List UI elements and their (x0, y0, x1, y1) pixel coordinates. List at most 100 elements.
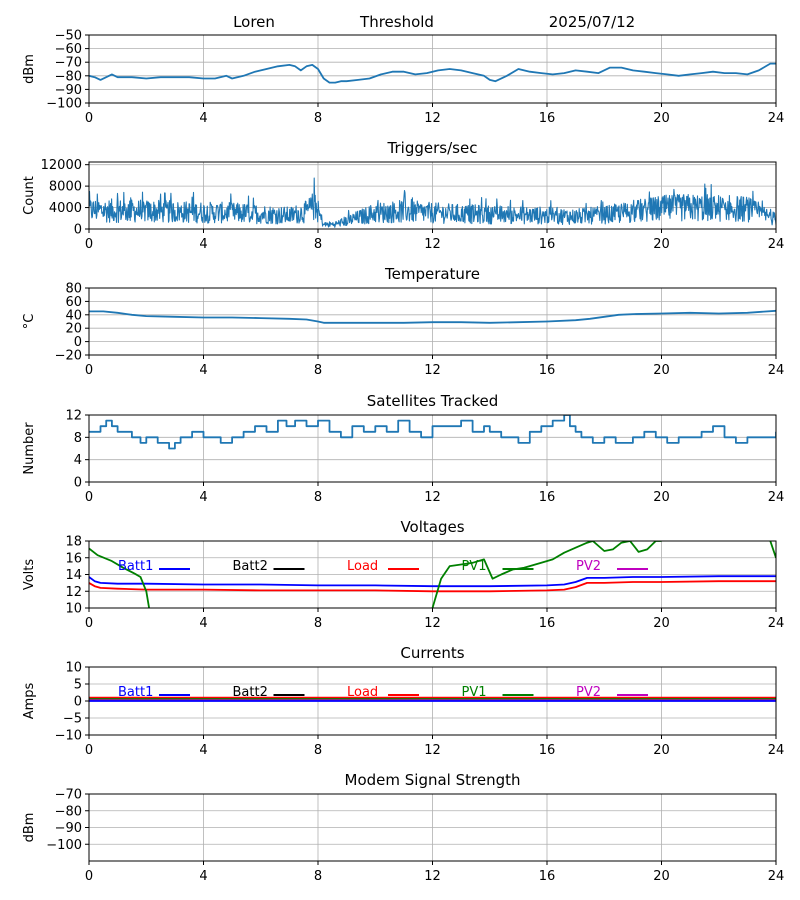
y-tick-label: −90 (55, 821, 82, 836)
x-tick-label: 12 (424, 363, 441, 378)
series-line-1 (89, 177, 776, 228)
y-tick-label: 12 (65, 409, 82, 424)
y-axis-label: dBm (22, 813, 37, 843)
y-tick-label: 10 (65, 602, 82, 617)
series-group (89, 309, 776, 324)
legend-label-pv2: PV2 (576, 685, 601, 700)
y-tick-label: 80 (65, 282, 82, 297)
x-tick-label: 16 (539, 111, 556, 126)
x-tick-label: 0 (85, 111, 93, 126)
panel-title: Modem Signal Strength (345, 771, 521, 789)
x-tick-label: 24 (768, 743, 785, 758)
y-tick-label: 16 (65, 551, 82, 566)
y-tick-label: −50 (55, 29, 82, 44)
y-tick-label: 8000 (49, 180, 82, 195)
x-tick-label: 24 (768, 490, 785, 505)
series-group (89, 415, 776, 450)
y-tick-label: 18 (65, 535, 82, 550)
x-tick-label: 8 (314, 616, 322, 631)
legend-label-batt2: Batt2 (233, 685, 268, 700)
y-tick-label: −100 (46, 97, 82, 112)
x-tick-label: 24 (768, 616, 785, 631)
y-tick-label: 4000 (49, 201, 82, 216)
series-group (89, 541, 776, 608)
y-tick-label: 40 (65, 308, 82, 323)
series-group (89, 177, 776, 228)
y-axis-label: Number (22, 422, 37, 475)
series-line-1 (89, 309, 776, 324)
y-tick-label: 10 (65, 661, 82, 676)
x-tick-label: 8 (314, 111, 322, 126)
header-label: Threshold (359, 13, 434, 31)
y-axis-label: Amps (22, 682, 37, 719)
y-tick-label: 12000 (41, 158, 82, 173)
y-tick-label: −80 (55, 69, 82, 84)
panel-modem: 0 4 8 12 16 20 24 −100 −90 −80−70 Modem Signal Str… (22, 771, 784, 884)
x-tick-label: 0 (85, 616, 93, 631)
legend-label-batt2: Batt2 (233, 559, 268, 574)
legend: Batt1 Batt2 Load PV1 PV2 (118, 685, 648, 700)
x-tick-label: 8 (314, 363, 322, 378)
x-tick-label: 4 (199, 363, 207, 378)
panel-title: Satellites Tracked (367, 392, 498, 410)
x-tick-label: 16 (539, 616, 556, 631)
x-tick-label: 0 (85, 743, 93, 758)
y-tick-label: −20 (55, 349, 82, 364)
series-group (89, 62, 776, 84)
x-tick-label: 0 (85, 869, 93, 884)
x-tick-label: 0 (85, 490, 93, 505)
x-tick-label: 20 (653, 743, 670, 758)
legend-label-batt1: Batt1 (118, 559, 153, 574)
panel-triggers: 0 4 8 12 16 20 24 0 4000 8000 12000 Triggers/sec Cou… (22, 139, 784, 252)
x-tick-label: 12 (424, 490, 441, 505)
x-tick-label: 16 (539, 490, 556, 505)
x-tick-label: 4 (199, 111, 207, 126)
y-tick-label: 8 (74, 431, 82, 446)
x-tick-label: 20 (653, 869, 670, 884)
x-tick-label: 12 (424, 616, 441, 631)
x-tick-label: 24 (768, 869, 785, 884)
y-axis-label: dBm (22, 54, 37, 84)
x-tick-label: 0 (85, 363, 93, 378)
series-line-pv1 (89, 541, 776, 608)
legend: Batt1 Batt2 Load PV1 PV2 (118, 559, 648, 574)
series-group (89, 696, 776, 702)
panel-title: Currents (400, 644, 464, 662)
x-tick-label: 24 (768, 111, 785, 126)
x-tick-label: 12 (424, 237, 441, 252)
y-tick-label: −90 (55, 83, 82, 98)
series-line-1 (89, 62, 776, 84)
x-tick-label: 12 (424, 743, 441, 758)
x-tick-label: 8 (314, 869, 322, 884)
x-tick-label: 4 (199, 237, 207, 252)
x-tick-label: 20 (653, 111, 670, 126)
y-tick-label: 60 (65, 295, 82, 310)
y-tick-label: 14 (65, 568, 82, 583)
y-tick-label: −60 (55, 42, 82, 57)
y-tick-label: −100 (46, 838, 82, 853)
x-tick-label: 8 (314, 743, 322, 758)
x-tick-label: 4 (199, 743, 207, 758)
x-tick-label: 16 (539, 237, 556, 252)
legend-label-load: Load (347, 559, 378, 574)
y-tick-label: −10 (55, 729, 82, 744)
legend-label-load: Load (347, 685, 378, 700)
y-axis-label: Volts (22, 559, 37, 591)
y-tick-label: −70 (55, 56, 82, 71)
panel-title: Voltages (400, 518, 464, 536)
y-tick-label: 4 (74, 453, 82, 468)
y-tick-label: 0 (74, 476, 82, 491)
x-tick-label: 24 (768, 363, 785, 378)
x-tick-label: 4 (199, 490, 207, 505)
x-tick-label: 20 (653, 363, 670, 378)
x-tick-label: 12 (424, 111, 441, 126)
panel-satellites: 0 4 8 12 16 20 24 0 4 8 12 Satellites Tracked Number (22, 392, 784, 505)
y-tick-label: −80 (55, 804, 82, 819)
x-tick-label: 4 (199, 869, 207, 884)
series-line-batt1 (89, 575, 776, 588)
x-tick-label: 0 (85, 237, 93, 252)
